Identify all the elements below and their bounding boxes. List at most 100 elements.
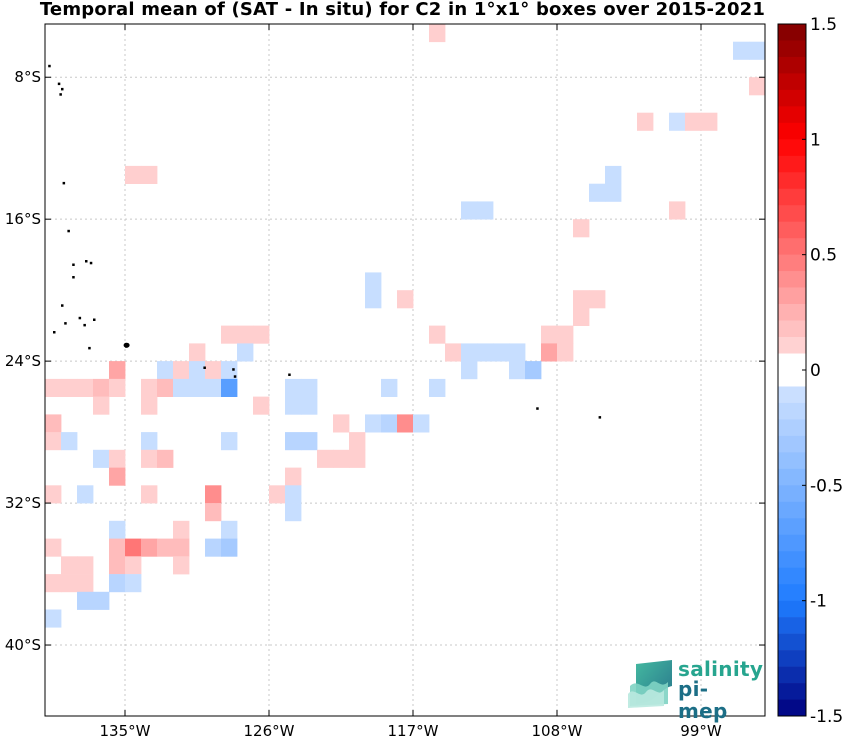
heatmap-cell <box>509 343 526 362</box>
y-tick-label: 24°S <box>5 352 41 370</box>
x-tick-label: 108°W <box>532 722 583 740</box>
colorbar-tick-label: -0.5 <box>810 476 843 496</box>
colorbar-tick-label: 0 <box>810 361 821 381</box>
heatmap-cell <box>541 343 558 362</box>
heatmap-cell <box>157 449 174 468</box>
y-tick-label: 32°S <box>5 494 41 512</box>
island-mark <box>61 87 64 91</box>
heatmap-cell <box>589 183 606 202</box>
heatmap-cell <box>125 538 142 557</box>
heatmap-cell <box>109 538 126 557</box>
heatmap-cell <box>61 574 78 593</box>
colorbar-segment <box>778 73 806 91</box>
heatmap-cell <box>461 201 478 220</box>
heatmap-cell <box>493 343 510 362</box>
heatmap-cell <box>589 290 606 309</box>
heatmap-cell <box>141 378 158 397</box>
colorbar-segment <box>778 139 806 157</box>
island-mark <box>598 416 602 419</box>
heatmap-cell <box>221 520 238 539</box>
heatmap-cell <box>285 503 302 522</box>
colorbar-segment <box>778 584 806 601</box>
island-mark <box>203 366 206 369</box>
colorbar-tick-label: -1 <box>810 592 827 612</box>
colorbar-segment <box>778 633 806 651</box>
heatmap-cell <box>749 41 766 60</box>
x-tick-label: 117°W <box>388 722 439 740</box>
island-mark <box>536 407 539 410</box>
island-mark <box>233 375 237 378</box>
colorbar-ticks: 1.5 1 0.5 0 -0.5 -1 -1.5 <box>802 15 843 727</box>
heatmap-cell <box>173 361 190 380</box>
colorbar <box>777 23 807 717</box>
island-mark <box>83 323 86 327</box>
heatmap-cell <box>173 378 190 397</box>
heatmap-cell <box>365 414 382 433</box>
heatmap-cell <box>173 520 190 539</box>
heatmap-cell <box>93 449 110 468</box>
salinity-pi-mep-logo: salinity pi-mep <box>626 656 763 722</box>
heatmap-cell <box>221 325 238 344</box>
heatmap-cell <box>205 503 222 522</box>
heatmap-cell <box>285 396 302 415</box>
colorbar-segment <box>778 287 806 305</box>
island-mark <box>88 346 91 350</box>
heatmap-cell <box>109 361 126 380</box>
heatmap-cell <box>637 112 654 131</box>
colorbar-segment <box>778 567 806 585</box>
heatmap-cell <box>109 378 126 397</box>
chart-title: Temporal mean of (SAT - In situ) for C2 … <box>39 0 766 20</box>
heatmap-cell <box>141 396 158 415</box>
colorbar-segment <box>778 551 806 569</box>
y-tick-label: 40°S <box>5 636 41 654</box>
heatmap-cell <box>173 556 190 575</box>
island-mark <box>288 373 291 376</box>
heatmap-cell <box>189 343 206 362</box>
heatmap-cell <box>141 449 158 468</box>
heatmap-cell <box>189 378 206 397</box>
heatmap-cell <box>365 290 382 309</box>
colorbar-segment <box>778 172 806 190</box>
colorbar-segment <box>778 40 806 58</box>
heatmap-cell <box>45 538 62 557</box>
heatmap-cell <box>429 24 446 43</box>
colorbar-segment <box>778 370 806 387</box>
colorbar-segment <box>778 386 806 404</box>
heatmap-cell <box>45 574 62 593</box>
island-mark <box>48 64 51 68</box>
heatmap-cell <box>45 414 62 433</box>
colorbar-segment <box>778 501 806 519</box>
heatmap-cell <box>77 556 94 575</box>
heatmap-cell <box>445 343 462 362</box>
x-axis-ticks: 135°W 126°W 117°W 108°W 99°W <box>100 24 722 740</box>
wave-logo-icon <box>628 660 672 708</box>
heatmap-cell <box>605 183 622 202</box>
map-background <box>45 24 765 716</box>
heatmap-cell <box>205 361 222 380</box>
heatmap-cell <box>221 432 238 451</box>
heatmap-cell <box>93 591 110 610</box>
heatmap-cell <box>205 485 222 504</box>
heatmap-cell <box>45 609 62 628</box>
colorbar-segment <box>778 254 806 272</box>
heatmap-cell <box>285 378 302 397</box>
heatmap-cell <box>349 449 366 468</box>
heatmap-cell <box>125 574 142 593</box>
heatmap-cell <box>509 361 526 380</box>
heatmap-cell <box>125 556 142 575</box>
heatmap-cell <box>141 485 158 504</box>
heatmap-cell <box>429 378 446 397</box>
logo-text-salinity: salinity <box>678 657 764 681</box>
heatmap-cell <box>125 165 142 184</box>
map-frame <box>44 23 766 717</box>
heatmap-cell <box>285 467 302 486</box>
colorbar-segment <box>778 221 806 239</box>
heatmap-cell <box>701 112 718 131</box>
x-tick-label: 135°W <box>100 722 151 740</box>
colorbar-segment <box>778 435 806 453</box>
colorbar-segment <box>778 452 806 470</box>
island-mark <box>61 304 64 307</box>
y-axis-ticks: 8°S 16°S 24°S 32°S 40°S <box>5 68 765 654</box>
colorbar-segment <box>778 106 806 124</box>
